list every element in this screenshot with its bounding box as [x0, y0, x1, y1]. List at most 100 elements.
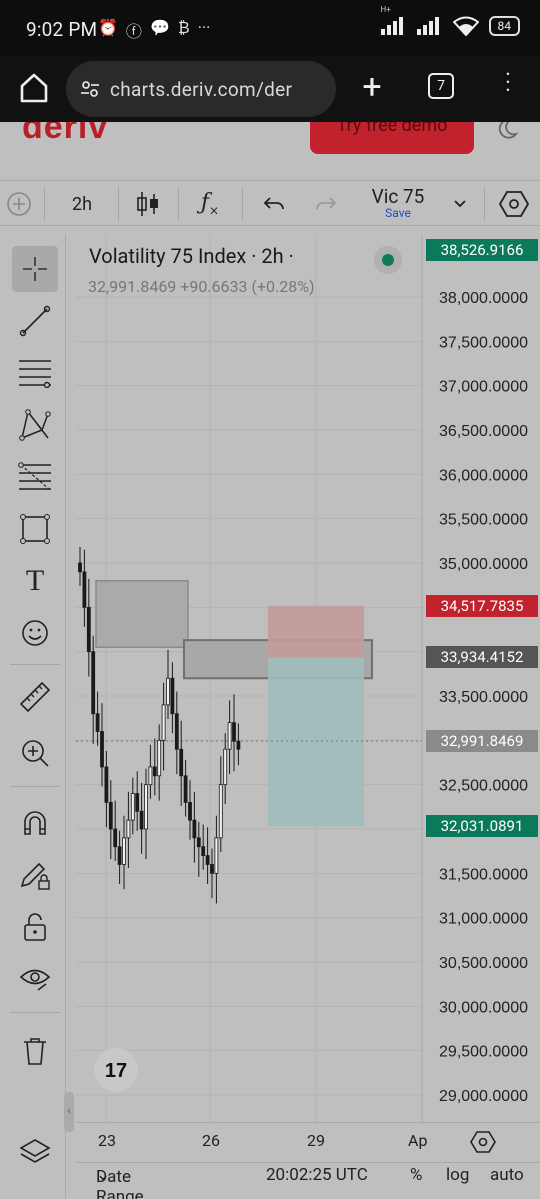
y-tick-label: 31,500.0000 [439, 866, 528, 883]
horizontal-lines-icon [19, 360, 51, 388]
interval-button[interactable]: 2h [71, 193, 93, 215]
x-tick-26: 26 [202, 1131, 220, 1150]
deriv-logo[interactable]: deriv [22, 122, 109, 146]
crosshair-icon [23, 257, 47, 281]
new-tab-button[interactable]: + [362, 67, 382, 107]
text-icon: T [25, 564, 45, 597]
chart-settings-button[interactable] [494, 181, 534, 227]
fibonacci-icon [18, 462, 51, 490]
smiley-icon [22, 620, 48, 646]
zoom-tool[interactable] [12, 730, 58, 776]
theme-toggle-icon[interactable] [496, 122, 518, 140]
percent-toggle[interactable]: % [410, 1165, 423, 1185]
time-axis: 23 26 29 Ap [76, 1122, 540, 1162]
date-range-button[interactable]: Date Range ⌄ [96, 1165, 144, 1199]
candle-body [91, 651, 96, 715]
address-bar[interactable]: charts.deriv.com/der [66, 61, 336, 117]
candle-body [210, 864, 214, 874]
candle-body [130, 793, 135, 821]
price-label-tag: 32,991.8469 [426, 730, 538, 753]
candle-body [236, 740, 241, 750]
rectangle-icon [20, 514, 50, 544]
layout-name: Vic 75 [371, 185, 425, 208]
lock-drawings-tool[interactable] [12, 852, 58, 898]
delete-drawings-tool[interactable] [12, 1028, 58, 1074]
take-profit-zone [268, 657, 364, 827]
layers-icon[interactable] [18, 1136, 52, 1170]
candle-body [188, 802, 192, 821]
utc-clock[interactable]: 20:02:25 UTC [266, 1165, 368, 1185]
crosshair-tool[interactable] [12, 246, 58, 292]
status-bar: 9:02 PM ⏰ ⓕ 💬 ₿ ··· H+ 84 [0, 0, 540, 56]
y-tick-label: 37,000.0000 [439, 379, 528, 396]
hexagon-settings-icon [499, 191, 529, 217]
layout-dropdown-button[interactable] [446, 181, 474, 227]
candle-body [82, 571, 87, 608]
rectangle-tool[interactable] [12, 506, 58, 552]
layout-save-button[interactable]: Vic 75 Save [360, 181, 436, 227]
trendline-icon [19, 305, 51, 337]
try-free-demo-button[interactable]: Try free demo [310, 122, 474, 154]
browser-menu-button[interactable]: · · · [505, 63, 511, 104]
y-tick-label: 37,500.0000 [439, 334, 528, 351]
fibonacci-tool[interactable] [12, 454, 58, 500]
candle-body [78, 562, 82, 573]
plus-circle-icon [7, 192, 31, 216]
facebook-icon: ⓕ [125, 22, 142, 41]
candle-body [104, 766, 109, 803]
trash-icon [24, 1038, 46, 1065]
y-tick-label: 29,000.0000 [439, 1088, 528, 1105]
pattern-icon [19, 409, 51, 441]
y-tick-label: 36,500.0000 [439, 423, 528, 440]
market-status-indicator [374, 246, 402, 274]
save-label: Save [385, 206, 411, 220]
add-symbol-button[interactable] [2, 181, 36, 227]
price-label-tag: 34,517.7835 [426, 594, 538, 617]
browser-toolbar: charts.deriv.com/der + 7 · · · [0, 56, 540, 122]
magnet-tool[interactable] [12, 800, 58, 846]
candle-body [166, 677, 170, 706]
redo-button[interactable] [308, 181, 344, 227]
emoji-tool[interactable] [12, 610, 58, 656]
pattern-tool[interactable] [12, 402, 58, 448]
candle-body [179, 748, 184, 777]
candle-body [170, 677, 175, 715]
measure-tool[interactable] [12, 674, 58, 720]
undo-button[interactable] [256, 181, 292, 227]
chart-legend-values: 32,991.8469 +90.6633 (+0.28%) [88, 277, 315, 296]
more-icon: ··· [197, 18, 211, 37]
chart-canvas[interactable]: 38,000.0000 37,500.0000 37,000.0000 36,500.… [76, 234, 540, 1124]
hide-drawings-tool[interactable] [12, 956, 58, 1002]
candle-body [148, 766, 153, 786]
deriv-page: deriv Try free demo 2h ƒ× Vic 75 Save [0, 122, 540, 1199]
y-tick-label: 33,500.0000 [439, 689, 528, 706]
y-tick-label: 35,500.0000 [439, 512, 528, 529]
candle-body [139, 810, 144, 830]
x-tick-23: 23 [98, 1131, 116, 1150]
price-chart[interactable]: 38,000.0000 37,500.0000 37,000.0000 36,500.… [76, 234, 540, 1124]
unlock-tool[interactable] [12, 904, 58, 950]
auto-toggle[interactable]: auto [490, 1165, 524, 1185]
indicators-button[interactable]: ƒ× [190, 181, 230, 227]
tab-switcher-button[interactable]: 7 [428, 73, 454, 99]
app-icon: ₿ [177, 18, 190, 37]
url-text: charts.deriv.com/der [110, 77, 293, 101]
toolbar-collapse-handle[interactable]: ‹ [64, 1092, 74, 1132]
candle-body [144, 784, 148, 830]
tradingview-logo-text: 17 [105, 1060, 127, 1082]
home-icon[interactable] [14, 68, 54, 108]
battery-indicator: 84 [488, 16, 520, 36]
function-icon: ƒ× [200, 190, 220, 218]
text-tool[interactable]: T [12, 558, 58, 604]
horizontal-lines-tool[interactable] [12, 350, 58, 396]
trendline-tool[interactable] [12, 298, 58, 344]
candle-body [183, 775, 188, 803]
axis-settings-icon[interactable] [470, 1129, 496, 1155]
y-tick-label: 36,000.0000 [439, 467, 528, 484]
chart-type-button[interactable] [128, 181, 168, 227]
price-label-tag: 33,934.4152 [426, 646, 538, 669]
candle-body [157, 739, 162, 777]
candle-body [196, 837, 201, 848]
log-toggle[interactable]: log [446, 1165, 470, 1185]
site-settings-icon[interactable] [80, 79, 100, 99]
